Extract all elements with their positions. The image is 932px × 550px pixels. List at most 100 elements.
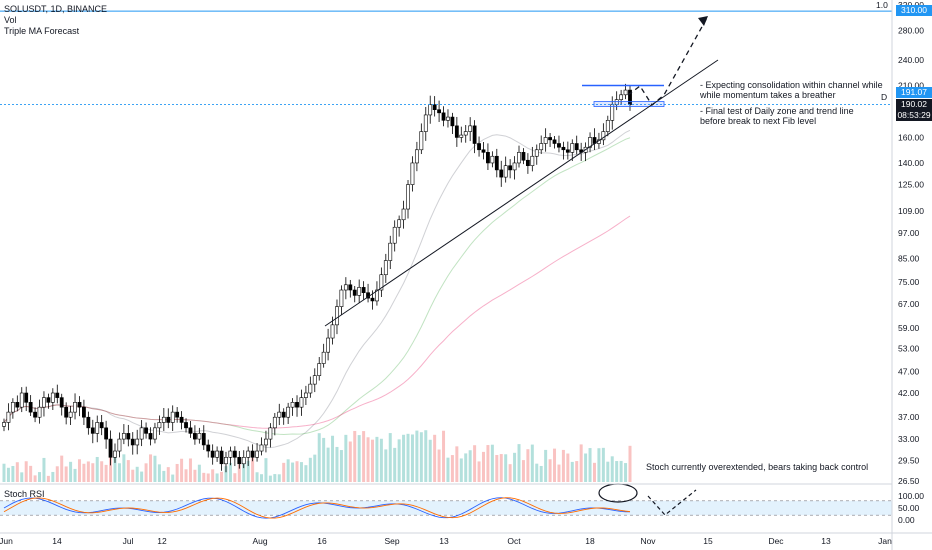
price-tick-label: 53.00 [898, 344, 920, 354]
candle-body [290, 402, 295, 408]
volume-bar [264, 458, 268, 482]
candle-body [370, 297, 375, 302]
chart-legend: SOLUSDT, 1D, BINANCE Vol Triple MA Forec… [4, 4, 107, 37]
volume-bar [450, 455, 454, 482]
candle-body [317, 363, 322, 376]
candle-body [210, 450, 215, 458]
candle-body [388, 242, 393, 261]
candle-body [108, 438, 113, 458]
volume-bar [521, 460, 525, 482]
volume-bar [588, 448, 592, 482]
candle-body [463, 131, 468, 136]
candle-body [406, 184, 410, 210]
volume-bar [468, 450, 472, 482]
candle-body [539, 143, 544, 151]
candle-body [619, 94, 624, 100]
volume-bar [197, 464, 201, 482]
candle-body [503, 165, 508, 178]
time-tick-label: Sep [384, 536, 399, 546]
volume-bar [353, 430, 357, 482]
volume-bar [442, 430, 446, 482]
candle-body [286, 406, 291, 418]
candle-body [135, 438, 140, 446]
time-tick-label: Aug [252, 536, 267, 546]
candle-body [64, 406, 69, 418]
candle-body [512, 162, 517, 171]
candle-body [339, 289, 344, 307]
candle-body [352, 289, 357, 296]
candle-body [259, 444, 264, 452]
volume-bar [33, 475, 37, 482]
stoch-label: Stoch RSI [4, 489, 45, 499]
candle-body [534, 149, 539, 157]
volume-bar [157, 464, 161, 482]
time-tick-label: Oct [507, 536, 521, 546]
time-tick-label: Nov [640, 536, 656, 546]
volume-bar [95, 456, 99, 482]
volume-bar [220, 471, 224, 482]
volume-bar [246, 460, 250, 482]
volume-bar [73, 468, 77, 482]
volume-bar [624, 463, 628, 482]
volume-bar [393, 447, 397, 482]
candle-body [277, 411, 282, 418]
fib-level-label: 1.0 [876, 0, 888, 10]
volume-bar [486, 445, 490, 482]
candle-body [481, 149, 486, 153]
candle-body [454, 125, 459, 138]
countdown-tag: 08:53:29 [896, 110, 932, 121]
stoch-highlight-ellipse [598, 483, 638, 503]
candle-body [139, 427, 144, 440]
candle-body [37, 406, 42, 418]
volume-bar [15, 462, 19, 482]
price-tick-label: 240.00 [898, 55, 924, 65]
price-tick-label: 109.00 [898, 206, 924, 216]
candle-body [197, 433, 202, 440]
volume-bar [433, 434, 437, 482]
volume-bar [384, 449, 388, 482]
candle-body [153, 427, 157, 440]
volume-bar [575, 461, 579, 482]
price-tick-label: 75.00 [898, 277, 920, 287]
candle-body [517, 152, 521, 164]
candle-body [24, 392, 29, 403]
volume-bar [557, 464, 561, 482]
candle-body [15, 402, 20, 408]
candle-body [250, 450, 255, 458]
candle-body [410, 162, 415, 185]
candle-body [459, 134, 464, 138]
candle-body [308, 383, 313, 394]
candle-body [383, 260, 388, 276]
candle-body [246, 450, 251, 458]
price-tick-label: 33.00 [898, 434, 920, 444]
candle-body [441, 112, 446, 121]
candle-body [561, 146, 566, 151]
candle-body [601, 131, 606, 141]
candle-body [432, 104, 437, 111]
candle-body [28, 402, 33, 413]
candle-body [348, 284, 353, 291]
price-tick-label: 29.50 [898, 456, 920, 466]
candle-body [521, 152, 526, 161]
candle-body [232, 450, 237, 458]
candle-body [224, 456, 228, 465]
volume-bar [379, 438, 383, 482]
candle-body [219, 450, 224, 465]
candle-body [121, 433, 126, 440]
time-tick-label: 16 [317, 536, 327, 546]
volume-bar [410, 434, 414, 482]
price-tick-label: 97.00 [898, 228, 920, 238]
volume-bar [193, 469, 197, 482]
stoch-rsi-pane [0, 483, 892, 519]
volume-bar [561, 449, 565, 482]
ma-longest-line [3, 215, 631, 429]
ma-short-line [3, 129, 631, 449]
volume-bar [615, 461, 619, 482]
volume-bar [317, 433, 321, 482]
volume-bar [539, 465, 543, 482]
candle-body [610, 104, 615, 121]
candle-body [46, 397, 51, 403]
volume-bar [206, 473, 210, 482]
indicator-label: Triple MA Forecast [4, 26, 80, 36]
